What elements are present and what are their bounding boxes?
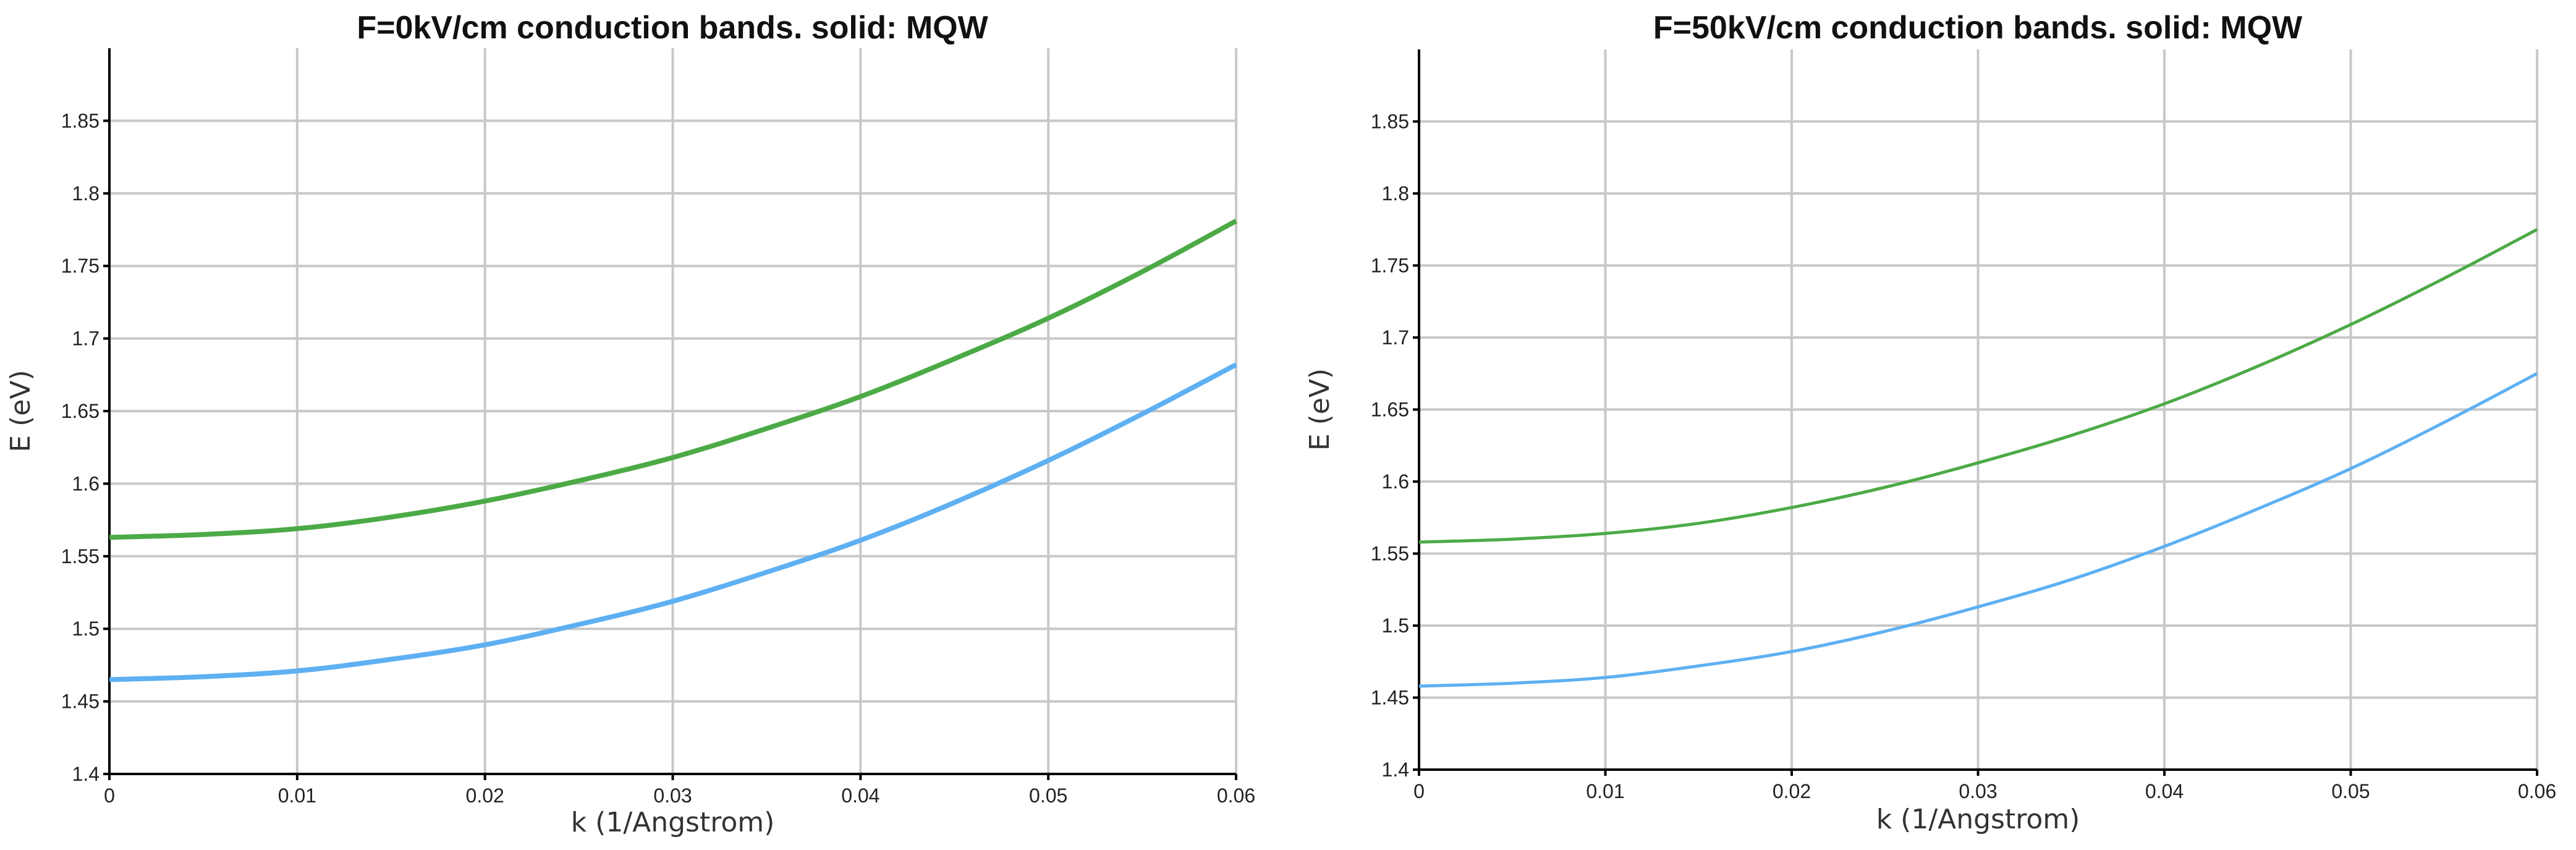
series-line-2 bbox=[109, 362, 1237, 682]
y-tick-label: 1.5 bbox=[72, 618, 100, 640]
y-tick-label: 1.85 bbox=[1371, 111, 1409, 133]
y-tick-label: 1.45 bbox=[61, 691, 100, 713]
x-tick-label: 0.06 bbox=[2518, 780, 2556, 802]
y-tick-label: 1.7 bbox=[1382, 326, 1409, 349]
y-tick-label: 1.75 bbox=[61, 255, 100, 277]
x-tick-label: 0.03 bbox=[653, 784, 692, 807]
y-tick-label: 1.8 bbox=[1382, 182, 1409, 205]
x-tick-label: 0.04 bbox=[841, 784, 879, 807]
series-line-2 bbox=[1418, 372, 2538, 688]
y-axis-label: E (eV) bbox=[1304, 368, 1336, 451]
y-tick-label: 1.8 bbox=[72, 182, 100, 205]
x-tick-label: 0.01 bbox=[278, 784, 316, 807]
chart-2: 0 0.01 0.02 0.03 0.04 0.05 0.06 1.4 1.45 1.5 1.55 1… bbox=[1304, 10, 2556, 835]
x-tick-label: 0.03 bbox=[1959, 780, 1997, 802]
y-tick-label: 1.65 bbox=[61, 400, 100, 422]
x-tick-label: 0.02 bbox=[1773, 780, 1811, 802]
x-tick-label: 0.01 bbox=[1586, 780, 1624, 802]
x-tick-label: 0.05 bbox=[2331, 780, 2370, 802]
y-tick-label: 1.85 bbox=[61, 109, 100, 132]
series-line-1 bbox=[1418, 228, 2538, 544]
series-line-1 bbox=[109, 218, 1237, 540]
x-tick-label: 0.02 bbox=[466, 784, 504, 807]
x-tick-label: 0.05 bbox=[1029, 784, 1067, 807]
y-tick-label: 1.45 bbox=[1371, 687, 1409, 709]
chart-title: F=50kV/cm conduction bands. solid: MQW bbox=[1653, 10, 2303, 46]
x-axis-label: k (1/Angstrom) bbox=[571, 807, 775, 838]
y-tick-label: 1.75 bbox=[1371, 255, 1409, 277]
y-tick-label: 1.6 bbox=[1382, 470, 1409, 493]
y-tick-label: 1.6 bbox=[72, 472, 100, 495]
x-tick-label: 0 bbox=[104, 784, 115, 807]
y-tick-label: 1.5 bbox=[1382, 614, 1409, 637]
y-tick-label: 1.55 bbox=[1371, 543, 1409, 565]
x-tick-label: 0.04 bbox=[2145, 780, 2184, 802]
y-axis-label: E (eV) bbox=[5, 370, 36, 452]
y-tick-label: 1.65 bbox=[1371, 399, 1409, 421]
y-tick-label: 1.7 bbox=[72, 328, 100, 350]
x-tick-label: 0.06 bbox=[1217, 784, 1255, 807]
chart-title: F=0kV/cm conduction bands. solid: MQW bbox=[357, 10, 988, 46]
y-tick-label: 1.4 bbox=[72, 763, 100, 785]
x-tick-label: 0 bbox=[1413, 780, 1425, 802]
chart-1: 0 0.01 0.02 0.03 0.04 0.05 0.06 1.4 1.45 1.5 1.55 1… bbox=[5, 10, 1255, 838]
x-axis-label: k (1/Angstrom) bbox=[1876, 804, 2080, 835]
y-tick-label: 1.55 bbox=[61, 545, 100, 567]
y-tick-label: 1.4 bbox=[1382, 759, 1409, 781]
